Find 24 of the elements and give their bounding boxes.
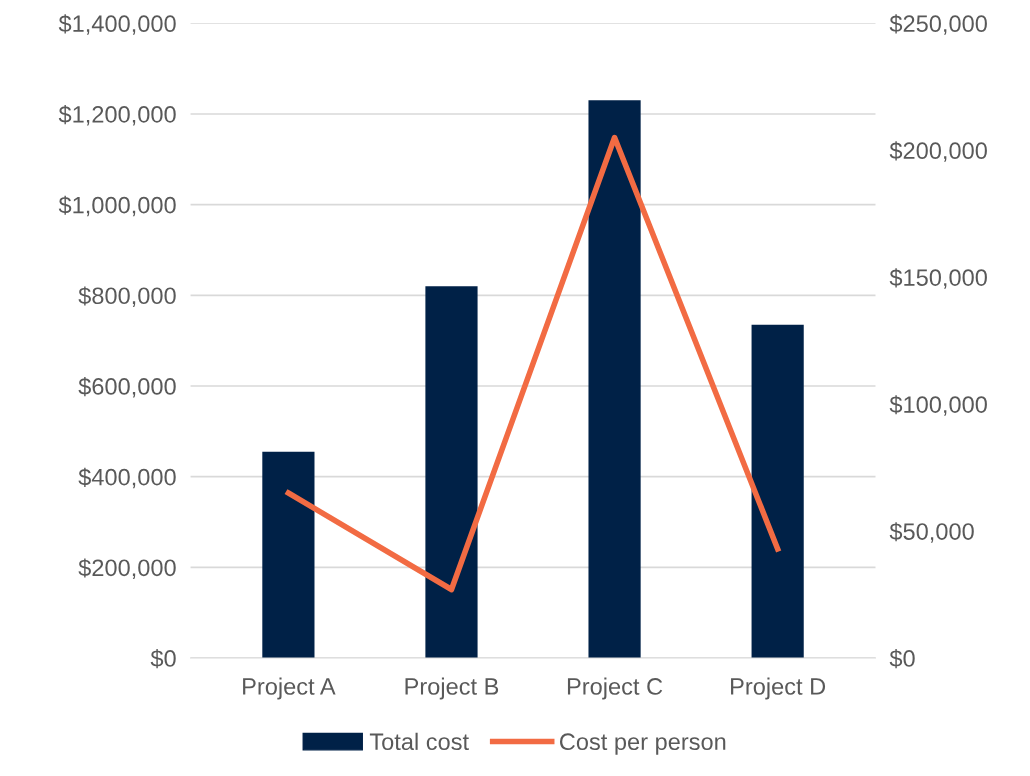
x-tick-label: Project A: [243, 677, 336, 700]
bar: [751, 324, 804, 659]
x-tick-label: Project D: [731, 677, 826, 700]
y2-tick-label: $200,000: [889, 141, 987, 162]
y2-tick-label: $0: [889, 649, 915, 669]
y2-tick-label: $250,000: [889, 14, 987, 35]
legend-label: Total cost: [369, 732, 469, 751]
y2-tick-label: $100,000: [889, 395, 987, 416]
y2-tick-label: $50,000: [889, 522, 974, 543]
y-tick-label: $800,000: [78, 286, 176, 307]
bar: [425, 286, 478, 659]
x-tick-label: Project B: [405, 677, 499, 700]
bar: [262, 451, 315, 659]
y-tick-label: $0: [150, 649, 176, 669]
y-tick-label: $1,400,000: [58, 14, 176, 35]
y-tick-label: $1,200,000: [58, 105, 176, 126]
y2-tick-label: $150,000: [889, 268, 987, 289]
y-tick-label: $600,000: [78, 377, 176, 398]
x-tick-label: Project C: [567, 677, 663, 700]
legend-label: Cost per person: [559, 733, 726, 755]
y-tick-label: $200,000: [78, 558, 176, 579]
y-tick-label: $400,000: [78, 467, 176, 489]
y-tick-label: $1,000,000: [58, 195, 176, 217]
bar: [588, 100, 641, 659]
